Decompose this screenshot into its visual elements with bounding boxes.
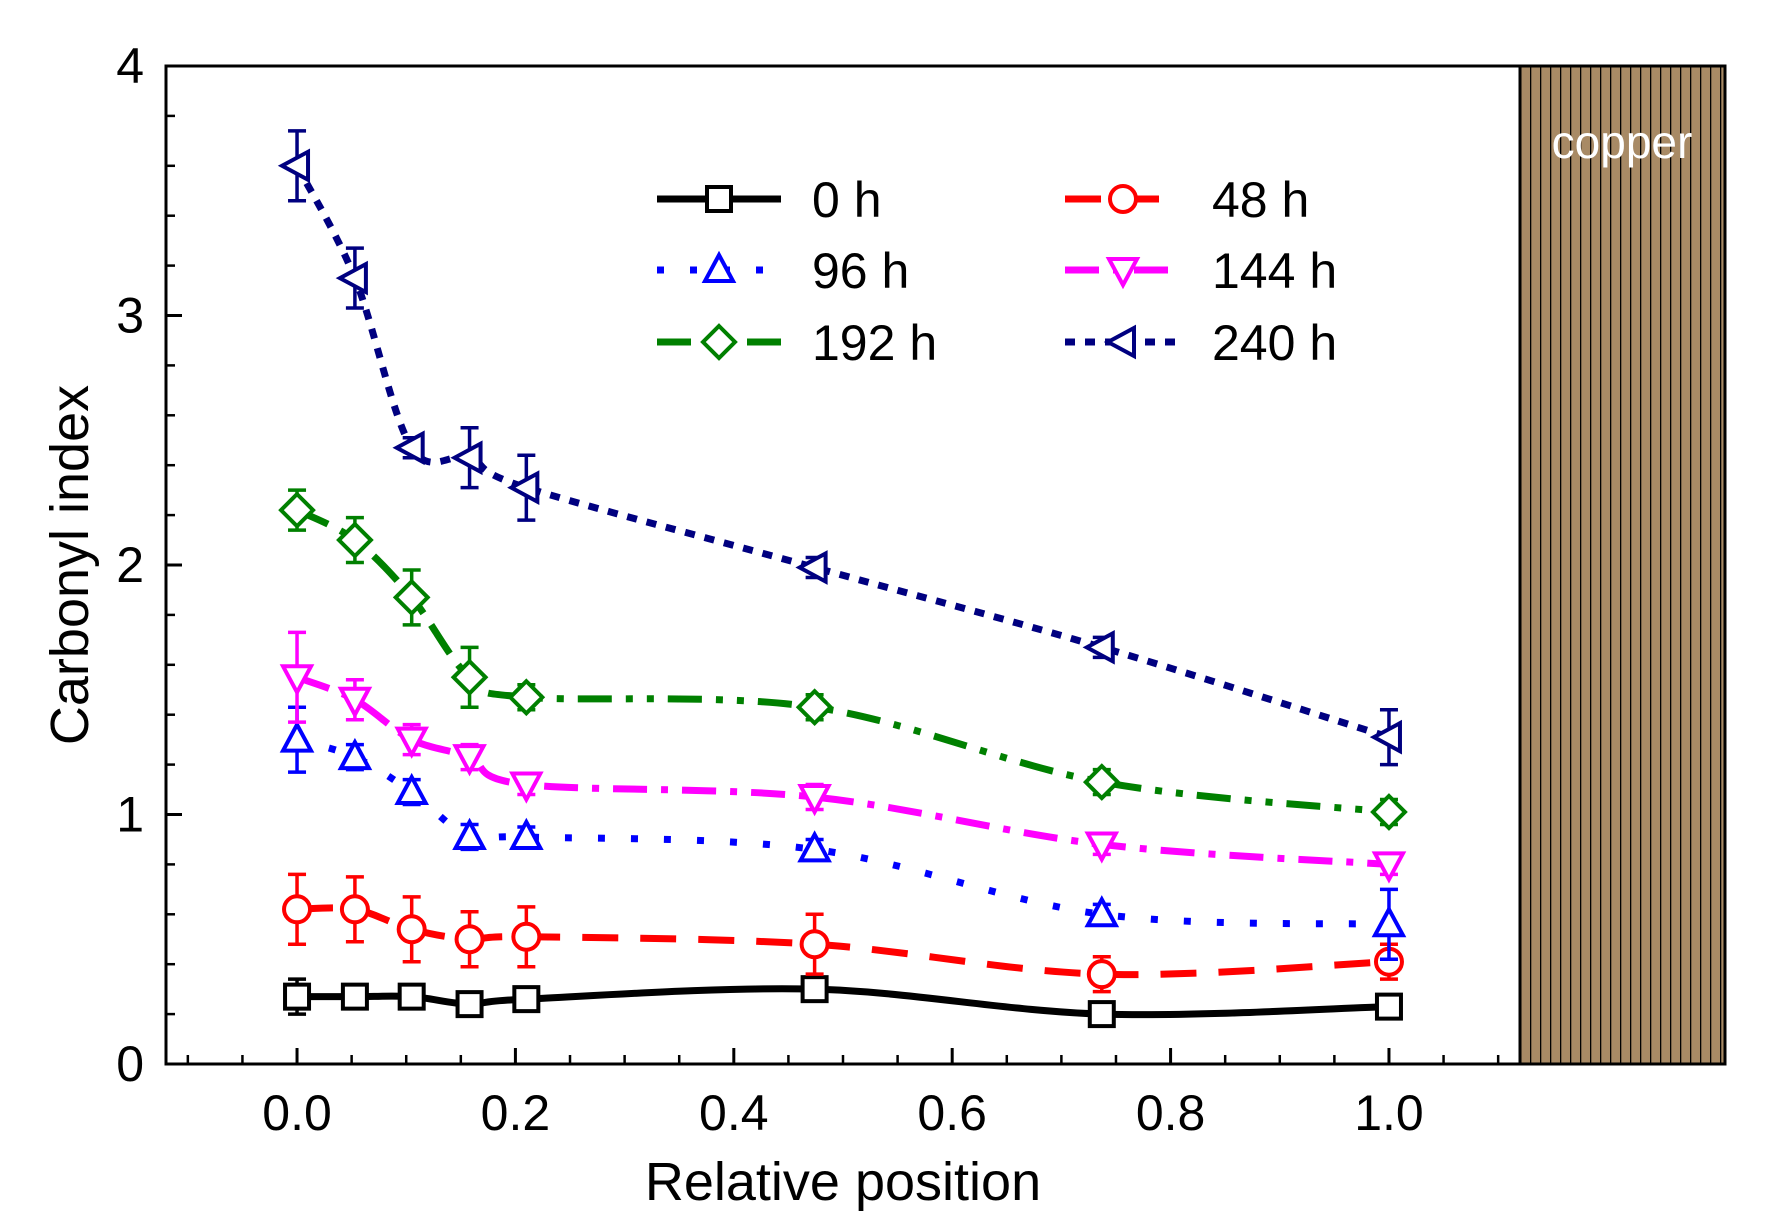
data-point [450, 658, 489, 697]
copper-region [1518, 64, 1727, 1066]
x-tick-label: 1.0 [1354, 1085, 1424, 1141]
legend: 0 h 48 h 96 h 144 h 192 h 240 h [657, 172, 1337, 371]
series-line [295, 673, 1390, 868]
y-axis-title: Carbonyl index [40, 385, 100, 745]
series-line [293, 164, 1391, 741]
legend-item: 240 h [1065, 315, 1337, 371]
data-point [396, 914, 427, 945]
x-tick-label: 0.4 [699, 1085, 769, 1141]
data-point [1087, 1000, 1116, 1029]
data-point [1082, 629, 1115, 665]
series-line [296, 736, 1390, 928]
series-240-h [277, 129, 1402, 767]
series-192-h [278, 488, 1408, 831]
data-point [795, 550, 828, 585]
legend-label: 96 h [812, 243, 909, 299]
data-point [340, 982, 369, 1011]
data-point [450, 440, 483, 476]
data-point [283, 982, 312, 1011]
legend-swatch-marker [701, 250, 737, 283]
y-tick-label: 2 [116, 537, 144, 593]
data-point [336, 521, 374, 559]
data-point [1371, 905, 1407, 938]
copper-label: copper [1552, 116, 1693, 168]
legend-swatch-marker [705, 185, 733, 213]
legend-swatch-marker [1105, 257, 1141, 290]
x-tick-label: 0.8 [1136, 1085, 1206, 1141]
data-point [508, 817, 544, 850]
data-point [337, 686, 373, 719]
series-144-h [279, 630, 1407, 884]
series-layer [277, 129, 1408, 1029]
legend-label: 48 h [1212, 172, 1309, 228]
data-point [279, 664, 315, 697]
data-point [799, 929, 830, 960]
data-point [1084, 831, 1120, 864]
data-point [394, 726, 430, 759]
series-96-h [279, 705, 1407, 961]
data-point [279, 720, 315, 753]
data-point [507, 470, 540, 506]
data-point [335, 260, 368, 296]
axes: 0 1 2 3 4 0.0 0.2 0.4 0.6 0.8 1.0 [116, 38, 1500, 1141]
data-point [511, 921, 542, 952]
data-point [507, 678, 546, 717]
data-point [282, 894, 313, 925]
legend-item: 48 h [1065, 172, 1309, 228]
legend-item: 96 h [657, 243, 909, 299]
data-point [508, 771, 544, 804]
data-point [1374, 992, 1403, 1021]
data-point [454, 924, 485, 955]
data-point [278, 491, 316, 529]
data-point [1082, 763, 1121, 801]
x-tick-label: 0.6 [917, 1085, 987, 1141]
data-point [1370, 793, 1408, 831]
data-point [277, 148, 311, 184]
data-point [797, 830, 832, 863]
data-point [795, 688, 834, 727]
legend-label: 144 h [1212, 243, 1337, 299]
data-point [1369, 719, 1402, 755]
data-point [394, 772, 430, 806]
legend-swatch-marker [1103, 324, 1136, 360]
legend-label: 240 h [1212, 315, 1337, 371]
x-tick-label: 0.0 [262, 1085, 332, 1141]
data-point [452, 744, 487, 777]
data-point [512, 985, 541, 1014]
data-point [397, 982, 426, 1011]
series-48-h [282, 872, 1404, 994]
y-tick-label: 4 [116, 38, 144, 94]
legend-swatch-marker [1108, 184, 1138, 214]
series-line [295, 506, 1390, 816]
legend-item: 192 h [657, 315, 937, 371]
legend-item: 0 h [657, 172, 882, 228]
data-point [392, 430, 425, 466]
data-point [392, 578, 431, 617]
data-point [797, 784, 832, 817]
data-point [800, 975, 829, 1004]
legend-swatch-marker [700, 323, 738, 361]
y-tick-label: 0 [116, 1036, 144, 1092]
y-tick-label: 1 [116, 787, 144, 843]
data-point [452, 817, 487, 850]
series-line [297, 985, 1390, 1019]
legend-item: 144 h [1065, 243, 1337, 299]
legend-label: 192 h [812, 315, 937, 371]
x-tick-label: 0.2 [481, 1085, 551, 1141]
series-line [296, 904, 1390, 979]
legend-label: 0 h [812, 172, 882, 228]
x-axis-title: Relative position [645, 1152, 1041, 1212]
data-point [337, 737, 373, 771]
data-point [1371, 851, 1407, 884]
data-point [1084, 895, 1120, 928]
data-point [339, 894, 370, 925]
series-0-h [283, 975, 1403, 1029]
data-point [455, 990, 484, 1019]
y-tick-label: 3 [116, 288, 144, 344]
data-point [1086, 959, 1117, 990]
